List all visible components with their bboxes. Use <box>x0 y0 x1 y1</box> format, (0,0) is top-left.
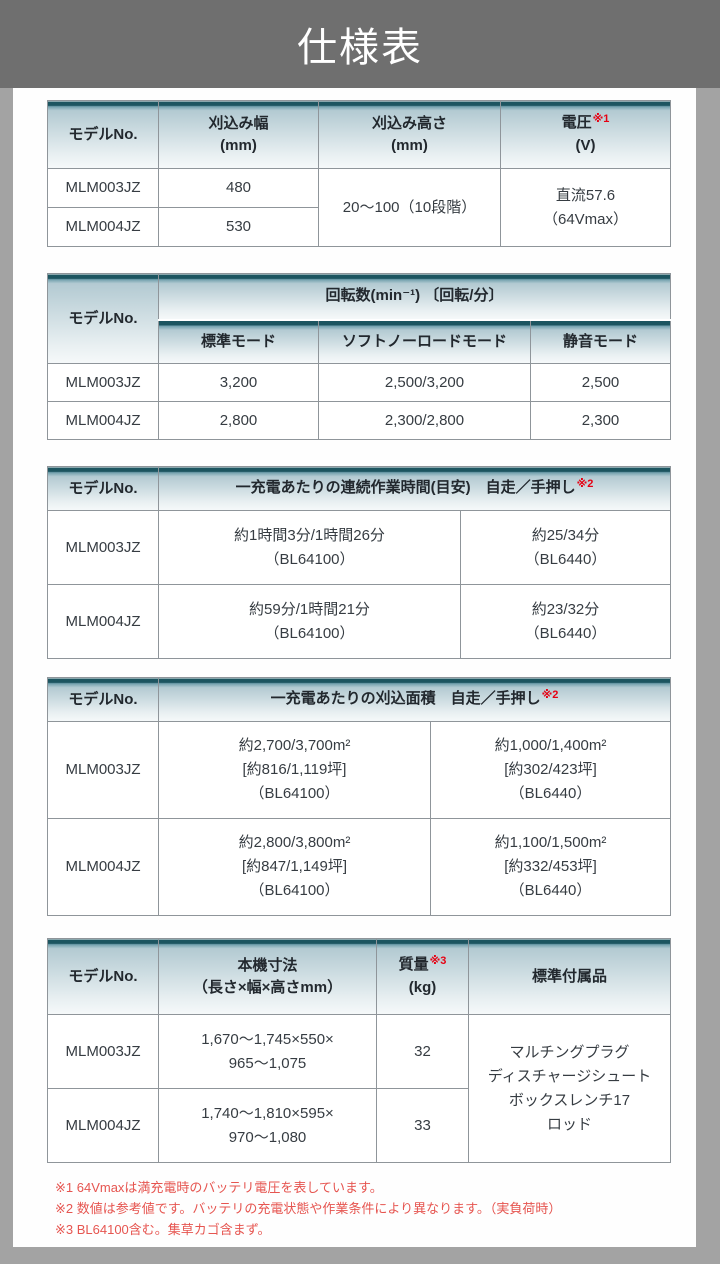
col-header-model: モデルNo. <box>47 273 159 364</box>
model-cell: MLM004JZ <box>47 584 159 659</box>
dimensions-cell: 1,670〜1,745×550× 965〜1,075 <box>158 1014 377 1089</box>
col-header-cutting-height: 刈込み高さ (mm) <box>318 100 501 169</box>
col-header-voltage: 電圧※1 (V) <box>500 100 671 169</box>
footnote-3: ※3 BL64100含む。集草カゴ含まず。 <box>55 1222 271 1237</box>
col-header-dimensions: 本機寸法 （長さ×幅×高さmm） <box>158 938 377 1015</box>
note-ref-3: ※3 <box>429 955 447 967</box>
weight-cell: 33 <box>376 1088 469 1163</box>
runtime-sub-battery-cell: 約23/32分 （BL6440） <box>460 584 671 659</box>
area-main-battery-cell: 約2,800/3,800m² [約847/1,149坪] （BL64100） <box>158 818 431 916</box>
col-header-accessories: 標準付属品 <box>468 938 671 1015</box>
area-sub-battery-cell: 約1,100/1,500m² [約332/453坪] （BL6440） <box>429 818 672 916</box>
model-cell: MLM003JZ <box>47 510 159 585</box>
table-header-row: モデルNo. 回転数(min⁻¹) 〔回転/分〕 <box>47 273 671 364</box>
spec-table-runtime: モデルNo. 一充電あたりの連続作業時間(目安) 自走／手押し※2 MLM003… <box>47 466 671 659</box>
model-cell: MLM004JZ <box>47 818 159 916</box>
header-unit: (V) <box>575 137 596 154</box>
soft-noload-mode-cell: 2,300/2,800 <box>318 401 531 440</box>
col-header-rotation: 回転数(min⁻¹) 〔回転/分〕 <box>158 273 671 320</box>
page-title-band: 仕様表 <box>0 0 720 88</box>
table-row: MLM003JZ 3,200 2,500/3,200 2,500 <box>47 363 671 402</box>
col-header-quiet-mode: 静音モード <box>530 318 671 364</box>
table-row: MLM004JZ 2,800 2,300/2,800 2,300 <box>47 401 671 440</box>
col-header-standard-mode: 標準モード <box>158 318 319 364</box>
note-ref-2: ※2 <box>576 478 594 490</box>
standard-mode-cell: 3,200 <box>158 363 319 402</box>
runtime-sub-battery-cell: 約25/34分 （BL6440） <box>460 510 671 585</box>
header-line: 電圧※1 <box>561 113 610 131</box>
quiet-mode-cell: 2,500 <box>530 363 671 402</box>
table-row: MLM003JZ 1,670〜1,745×550× 965〜1,075 32 マ… <box>47 1014 671 1163</box>
model-cell: MLM004JZ <box>47 1088 159 1163</box>
header-unit: (mm) <box>220 136 257 154</box>
col-header-weight: 質量※3 (kg) <box>376 938 469 1015</box>
table-row: MLM004JZ 530 <box>47 207 671 247</box>
accessories-cell: マルチングプラグ ディスチャージシュート ボックスレンチ17 ロッド <box>468 1014 671 1163</box>
col-header-model: モデルNo. <box>47 466 159 511</box>
table-header-row: モデルNo. 刈込み幅 (mm) 刈込み高さ (mm) 電圧※1 (V) <box>47 100 671 169</box>
table-header-row: モデルNo. 一充電あたりの刈込面積 自走／手押し※2 <box>47 677 672 722</box>
weight-cell: 32 <box>376 1014 469 1089</box>
model-cell: MLM003JZ <box>47 363 159 402</box>
cutting-width-cell: 480 <box>158 168 319 208</box>
table-row: MLM003JZ 約1時間3分/1時間26分 （BL64100） 約25/34分… <box>47 510 671 585</box>
model-cell: MLM003JZ <box>47 721 159 819</box>
table-row: MLM003JZ 480 20〜100（10段階） 直流57.6 （64Vmax… <box>47 168 671 247</box>
standard-mode-cell: 2,800 <box>158 401 319 440</box>
cutting-height-cell: 20〜100（10段階） <box>318 168 501 247</box>
runtime-main-battery-cell: 約1時間3分/1時間26分 （BL64100） <box>158 510 461 585</box>
quiet-mode-cell: 2,300 <box>530 401 671 440</box>
voltage-cell: 直流57.6 （64Vmax） <box>500 168 671 247</box>
cutting-width-cell: 530 <box>158 207 319 247</box>
table-row: MLM003JZ 約2,700/3,700m² [約816/1,119坪] （B… <box>47 721 672 819</box>
table-subheader-row: 標準モード ソフトノーロードモード 静音モード <box>48 318 671 364</box>
spec-table-basic: モデルNo. 刈込み幅 (mm) 刈込み高さ (mm) 電圧※1 (V) MLM… <box>47 100 671 247</box>
header-unit: (mm) <box>391 136 428 154</box>
table-header-row: モデルNo. 一充電あたりの連続作業時間(目安) 自走／手押し※2 <box>47 466 671 511</box>
model-cell: MLM004JZ <box>47 401 159 440</box>
col-header-runtime: 一充電あたりの連続作業時間(目安) 自走／手押し※2 <box>158 466 671 511</box>
table-row: MLM004JZ 約59分/1時間21分 （BL64100） 約23/32分 （… <box>47 584 671 659</box>
col-header-cutting-width: 刈込み幅 (mm) <box>158 100 319 169</box>
page-title: 仕様表 <box>297 26 423 70</box>
col-header-model: モデルNo. <box>47 938 159 1015</box>
col-header-model: モデルNo. <box>47 100 159 169</box>
note-ref-1: ※1 <box>592 113 610 125</box>
table-row: MLM004JZ 約2,800/3,800m² [約847/1,149坪] （B… <box>47 818 672 916</box>
footnotes: ※1 64Vmaxは満充電時のバッテリ電圧を表しています。 ※2 数値は参考値で… <box>55 1177 696 1240</box>
col-header-area: 一充電あたりの刈込面積 自走／手押し※2 <box>157 677 672 722</box>
col-header-soft-noload-mode: ソフトノーロードモード <box>318 318 531 364</box>
spec-table-dimensions: モデルNo. 本機寸法 （長さ×幅×高さmm） 質量※3 (kg) 標準付属品 … <box>47 938 671 1163</box>
note-ref-2: ※2 <box>541 689 559 701</box>
col-header-model: モデルNo. <box>47 677 159 722</box>
spec-table-area: モデルNo. 一充電あたりの刈込面積 自走／手押し※2 MLM003JZ 約2,… <box>47 677 672 916</box>
area-main-battery-cell: 約2,700/3,700m² [約816/1,119坪] （BL64100） <box>158 721 431 819</box>
footnote-2: ※2 数値は参考値です。バッテリの充電状態や作業条件により異なります。（実負荷時… <box>55 1201 562 1216</box>
table-row: MLM004JZ 1,740〜1,810×595× 970〜1,080 33 <box>47 1088 671 1163</box>
header-line: 刈込み幅 <box>208 114 269 132</box>
table-header-row: モデルNo. 本機寸法 （長さ×幅×高さmm） 質量※3 (kg) 標準付属品 <box>47 938 671 1015</box>
soft-noload-mode-cell: 2,500/3,200 <box>318 363 531 402</box>
footnote-1: ※1 64Vmaxは満充電時のバッテリ電圧を表しています。 <box>55 1180 383 1195</box>
area-sub-battery-cell: 約1,000/1,400m² [約302/423坪] （BL6440） <box>429 721 672 819</box>
model-cell: MLM003JZ <box>47 1014 159 1089</box>
model-cell: MLM004JZ <box>47 207 159 247</box>
content-panel: モデルNo. 刈込み幅 (mm) 刈込み高さ (mm) 電圧※1 (V) MLM… <box>13 88 696 1247</box>
header-line: 刈込み高さ <box>371 114 447 132</box>
model-cell: MLM003JZ <box>47 168 159 208</box>
spec-table-rpm: モデルNo. 回転数(min⁻¹) 〔回転/分〕 標準モード ソフトノーロードモ… <box>47 273 671 440</box>
runtime-main-battery-cell: 約59分/1時間21分 （BL64100） <box>158 584 461 659</box>
dimensions-cell: 1,740〜1,810×595× 970〜1,080 <box>158 1088 377 1163</box>
